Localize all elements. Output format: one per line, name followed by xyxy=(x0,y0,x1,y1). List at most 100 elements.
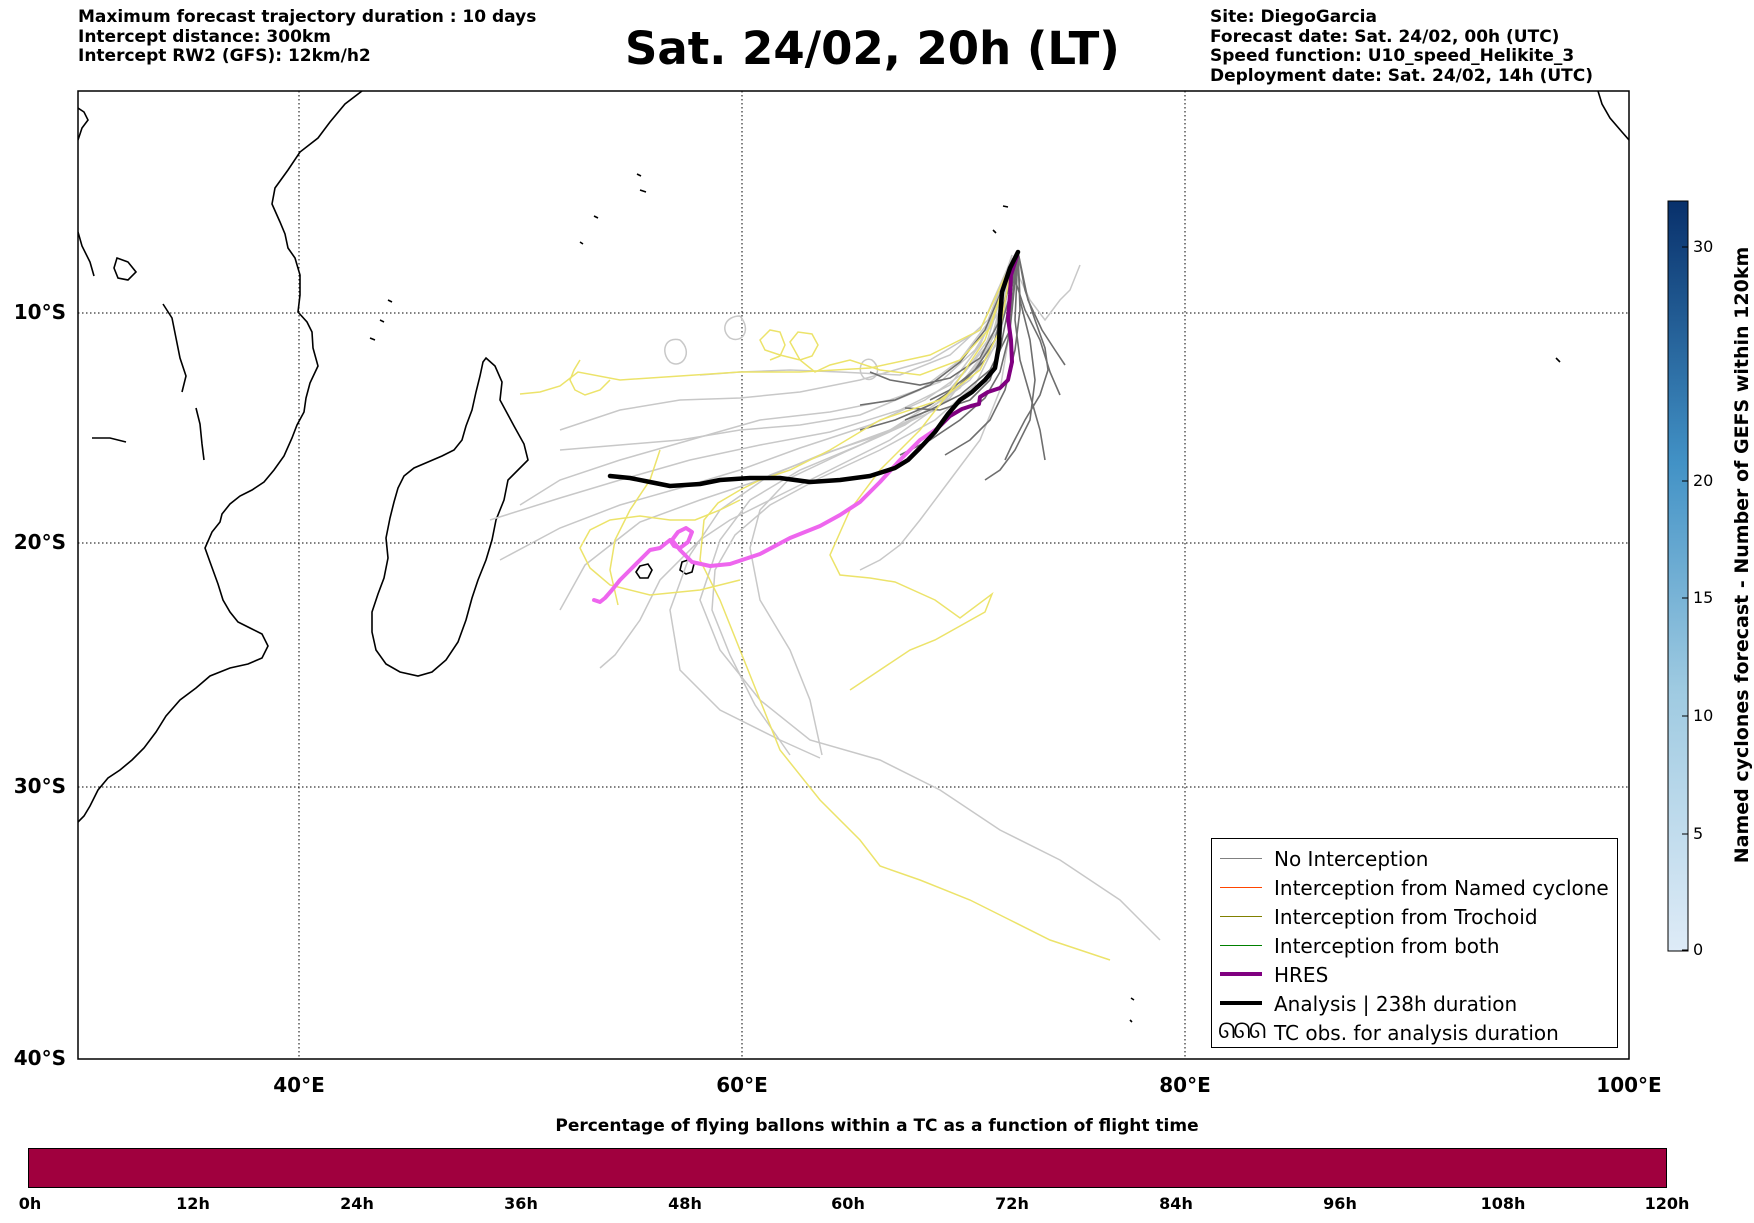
lon-label-40e: 40°E xyxy=(273,1073,325,1097)
legend-item-hres: HRES xyxy=(1212,961,1617,990)
legend-label: Interception from Trochoid xyxy=(1274,905,1538,929)
legend-swatch xyxy=(1220,945,1262,946)
gefs-member-light xyxy=(499,259,1013,561)
gefs-member-dark xyxy=(899,251,1019,456)
trochoid-yellow xyxy=(569,359,611,396)
legend-label: TC obs. for analysis duration xyxy=(1274,1021,1559,1045)
hb-tick-label: 120h xyxy=(1644,1194,1690,1213)
info-right-block: Site: DiegoGarcia Forecast date: Sat. 24… xyxy=(1210,7,1594,86)
lon-label-60e: 60°E xyxy=(716,1073,768,1097)
gefs-member-light xyxy=(711,261,1013,756)
gefs-member-dark xyxy=(984,251,1036,481)
cocos-island xyxy=(1555,357,1561,363)
lake-kariba xyxy=(92,437,127,443)
cb-tick-label: 30 xyxy=(1693,237,1714,256)
page-title: Sat. 24/02, 20h (LT) xyxy=(625,22,1120,75)
gefs-member-light xyxy=(859,261,1013,571)
legend-item-no-interception: No Interception xyxy=(1212,845,1617,874)
hb-tick-label: 108h xyxy=(1480,1194,1526,1213)
hb-tick-label: 48h xyxy=(668,1194,702,1213)
lat-label-30s: 30°S xyxy=(13,774,66,798)
gefs-member-dark xyxy=(1017,251,1066,366)
gefs-member-light xyxy=(559,254,1013,451)
lon-label-100e: 100°E xyxy=(1596,1073,1662,1097)
cb-tick-label: 0 xyxy=(1693,940,1704,959)
gefs-member-light xyxy=(519,259,1013,506)
somalia-tip xyxy=(78,231,95,277)
legend-label: Interception from both xyxy=(1274,934,1500,958)
info-left-line-3: Intercept RW2 (GFS): 12km/h2 xyxy=(78,46,371,66)
hres-trajectory-pink xyxy=(592,426,940,604)
hb-tick-label: 60h xyxy=(831,1194,865,1213)
colorbar-bottom-bar xyxy=(28,1148,1667,1188)
cb-tick-label: 10 xyxy=(1693,706,1714,725)
legend-swatch xyxy=(1220,858,1262,859)
amsterdam-island xyxy=(1129,997,1135,1023)
lon-label-80e: 80°E xyxy=(1159,1073,1211,1097)
gefs-member-loop xyxy=(664,338,687,365)
lake-malawi xyxy=(195,407,205,461)
legend-label: HRES xyxy=(1274,963,1329,987)
lat-label-20s: 20°S xyxy=(13,530,66,554)
trochoid-yellow xyxy=(609,449,661,606)
info-right-line-2: Forecast date: Sat. 24/02, 00h (UTC) xyxy=(1210,26,1560,47)
lake-victoria xyxy=(113,256,138,281)
trochoid-yellow xyxy=(759,261,1013,376)
africa-coast xyxy=(78,91,363,823)
gefs-member-dark xyxy=(944,251,1021,456)
legend-item-tc-obs: ᘏᘏᘏ TC obs. for analysis duration xyxy=(1212,1019,1617,1048)
legend-item-analysis: Analysis | 238h duration xyxy=(1212,990,1617,1019)
trochoid-yellow xyxy=(829,261,1013,691)
seychelles-islands xyxy=(579,173,647,245)
chagos-islands xyxy=(992,205,1009,234)
legend-swatch xyxy=(1220,972,1262,976)
legend-label: No Interception xyxy=(1274,847,1429,871)
trochoid-yellow xyxy=(579,499,741,596)
legend-swatch xyxy=(1220,1001,1262,1005)
gefs-member-loop xyxy=(724,315,747,341)
hb-tick-label: 84h xyxy=(1159,1194,1193,1213)
legend-label: Analysis | 238h duration xyxy=(1274,992,1518,1016)
hb-tick-label: 12h xyxy=(176,1194,210,1213)
info-right-line-4: Deployment date: Sat. 24/02, 14h (UTC) xyxy=(1210,65,1594,86)
info-right-line-1: Site: DiegoGarcia xyxy=(1210,7,1377,27)
hb-tick-label: 36h xyxy=(504,1194,538,1213)
hb-tick-label: 0h xyxy=(18,1194,42,1213)
madagascar-coast xyxy=(371,356,529,677)
graticule xyxy=(78,91,1629,1059)
gefs-member-light xyxy=(559,257,1013,431)
trochoid-trajectories xyxy=(519,261,1111,961)
colorbar-right-label: Named cyclones forecast - Number of GEFS… xyxy=(1731,246,1753,864)
legend-swatch xyxy=(1220,916,1262,917)
info-right-line-3: Speed function: U10_speed_Helikite_3 xyxy=(1210,46,1575,66)
legend-label: Interception from Named cyclone xyxy=(1274,876,1609,900)
cb-tick-label: 20 xyxy=(1693,471,1714,490)
comoros-islands xyxy=(369,299,393,341)
hb-tick-label: 24h xyxy=(340,1194,374,1213)
cyclone-symbol-icon: ᘏᘏᘏ xyxy=(1218,1019,1266,1043)
legend: No Interception Interception from Named … xyxy=(1211,838,1618,1048)
info-left-block: Maximum forecast trajectory duration : 1… xyxy=(78,7,536,67)
lat-label-10s: 10°S xyxy=(13,300,66,324)
legend-swatch xyxy=(1220,887,1262,888)
colorbar-right-bar xyxy=(1667,200,1689,952)
trochoid-yellow xyxy=(519,261,1013,395)
hres-trajectory-purple xyxy=(936,254,1019,430)
cb-tick-label: 15 xyxy=(1693,588,1714,607)
hb-tick-label: 72h xyxy=(995,1194,1029,1213)
trochoid-yellow xyxy=(699,261,1111,961)
no-interception-trajectories xyxy=(489,254,1161,941)
gefs-member-dark xyxy=(1014,251,1046,461)
lat-label-40s: 40°S xyxy=(13,1046,66,1070)
coastlines xyxy=(78,91,1629,1023)
colorbar-bottom-label: Percentage of flying ballons within a TC… xyxy=(555,1116,1199,1136)
legend-item-both: Interception from both xyxy=(1212,932,1617,961)
sumatra-edge xyxy=(1597,91,1629,141)
legend-item-trochoid: Interception from Trochoid xyxy=(1212,903,1617,932)
info-left-line-2: Intercept distance: 300km xyxy=(78,26,331,47)
reunion-coast xyxy=(635,563,653,579)
gefs-member-dark xyxy=(904,251,1019,421)
gefs-member-light xyxy=(599,259,1013,669)
legend-item-named-cyclone: Interception from Named cyclone xyxy=(1212,874,1617,903)
colorbar-right xyxy=(1667,200,1689,952)
